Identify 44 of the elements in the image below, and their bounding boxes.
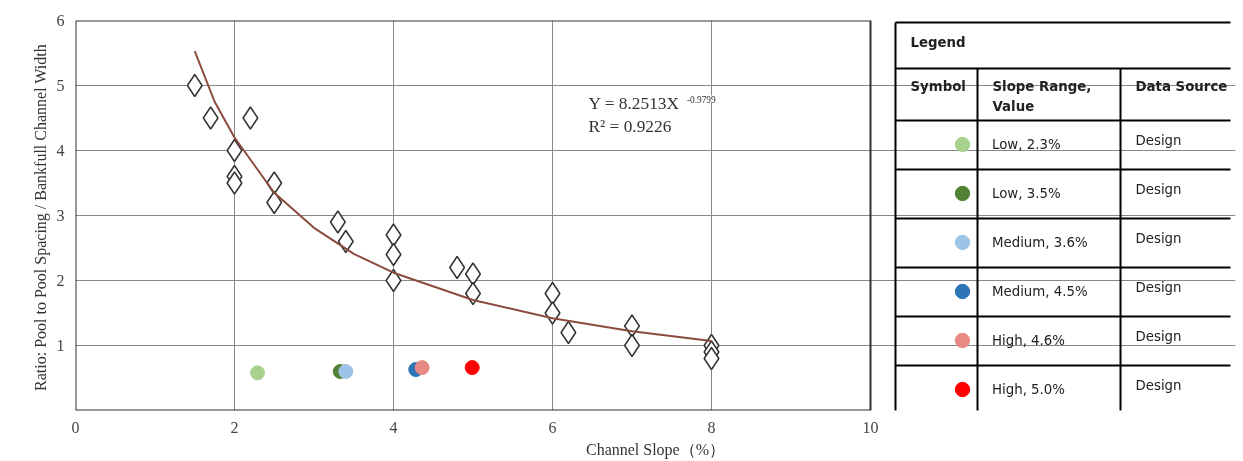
x-tick-label: 6: [548, 418, 557, 436]
point: [202, 106, 219, 130]
text: Design: [1135, 328, 1182, 344]
legend-label: Medium, 4.5%: [992, 282, 1088, 301]
y-tick-label: 6: [56, 12, 65, 29]
text: Design: [1135, 279, 1182, 295]
x-tick-label: 0: [71, 418, 80, 436]
legend-label: Low, 2.3%: [992, 135, 1061, 154]
point: [226, 171, 243, 195]
point: [329, 210, 346, 234]
x-tick-label: 2: [230, 418, 239, 436]
legend-label: High, 5.0%: [992, 380, 1065, 399]
y-tick-label: 5: [56, 77, 65, 94]
point: [464, 281, 482, 306]
point: [464, 360, 480, 376]
text: Data Source: [1135, 78, 1228, 94]
point: [414, 360, 430, 376]
point: [250, 365, 266, 381]
text: Design: [1135, 132, 1182, 148]
point: [242, 106, 259, 130]
y-tick-label: 4: [56, 142, 65, 159]
x-tick-label: 8: [707, 418, 716, 436]
point: [338, 364, 354, 379]
annotation: R² = 0.9226: [588, 116, 672, 136]
text: Design: [1135, 377, 1182, 393]
text: Slope Range, Value: [992, 78, 1092, 114]
y-tick-label: 3: [56, 207, 65, 224]
x-tick-label: 10: [862, 418, 879, 436]
text: Symbol: [910, 78, 966, 94]
y-axis-title: Ratio: Pool to Pool Spacing / Bankfull Channel Width: [31, 44, 50, 391]
x-axis-title: Channel Slope（%）: [585, 440, 726, 459]
legend-label: Medium, 3.6%: [992, 233, 1088, 252]
point: [464, 262, 482, 286]
legend-title: Legend: [910, 34, 966, 50]
y-tick-label: 1: [56, 337, 65, 354]
point: [623, 333, 641, 358]
legend-label: Low, 3.5%: [992, 184, 1061, 203]
legend-label: High, 4.6%: [992, 331, 1065, 350]
text: Design: [1135, 181, 1182, 197]
x-tick-label: 4: [389, 418, 398, 436]
y-tick-label: 2: [56, 272, 65, 289]
text: Design: [1135, 230, 1182, 246]
point: [385, 223, 402, 247]
annotation: Y = 8.2513X-0.9799: [588, 93, 716, 113]
